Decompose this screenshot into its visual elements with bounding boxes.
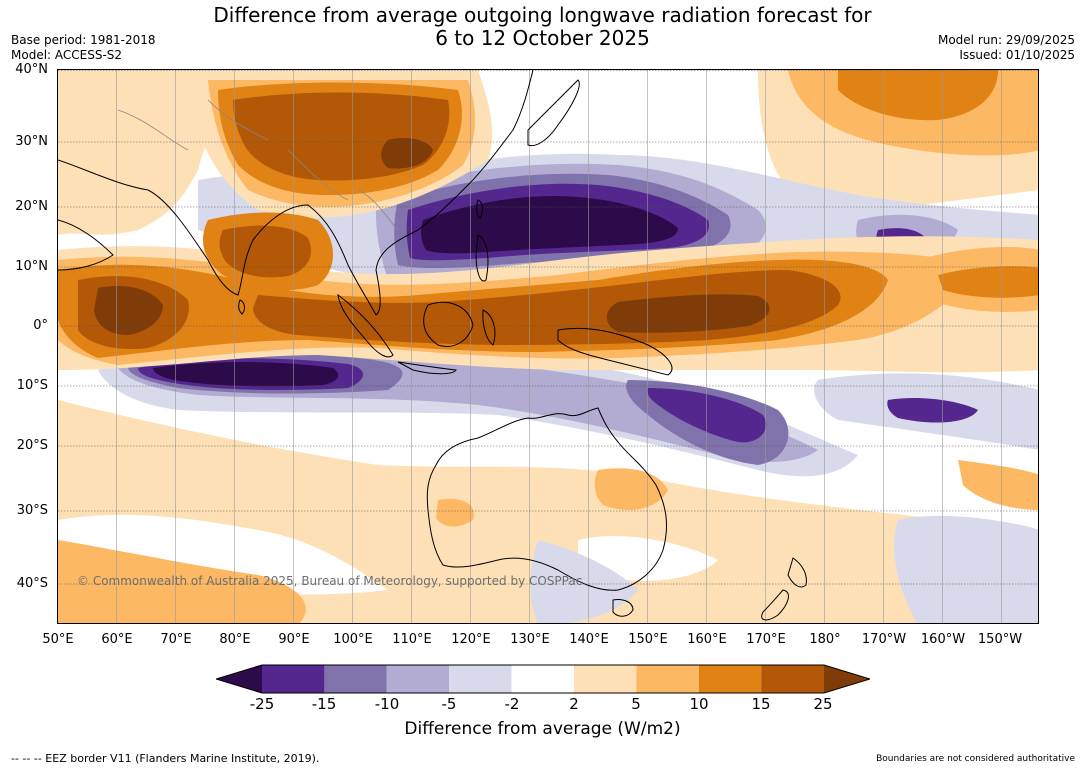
lon-label-160w: 160°W (920, 632, 966, 647)
copyright-notice: © Commonwealth of Australia 2025, Bureau… (77, 574, 583, 588)
lat-label-20s: 20°S (16, 438, 48, 453)
country-borders (117, 99, 399, 231)
lon-label-160e: 160°E (687, 632, 727, 647)
anomaly-lavender-south-east (894, 515, 1038, 623)
colorbar-segment-lt-25 (216, 665, 262, 693)
colorbar-tick-p10: 10 (689, 695, 709, 713)
colorbar-tick-p15: 15 (751, 695, 771, 713)
colorbar-tick-p25: 25 (813, 695, 833, 713)
colorbar-segment-gt25 (824, 665, 870, 693)
colorbar-segment-p10-p15 (698, 665, 762, 693)
lon-label-80e: 80°E (219, 632, 251, 647)
meta-left: Base period: 1981-2018 Model: ACCESS-S2 (11, 33, 156, 63)
colorbar-tick-p2: 2 (569, 695, 579, 713)
lat-label-40s: 40°S (16, 576, 48, 591)
anomaly-orange-aus (594, 468, 668, 510)
map-panel (57, 69, 1039, 624)
lon-label-110e: 110°E (392, 632, 432, 647)
lon-label-100e: 100°E (333, 632, 373, 647)
lat-label-20n: 20°N (15, 199, 48, 214)
colorbar-segment-p5-p10 (636, 665, 699, 693)
colorbar-tick-m2: -2 (504, 695, 520, 713)
new-guinea-coast (557, 327, 673, 376)
anomaly-darkest-brown-asia (381, 138, 433, 169)
japan-coast (527, 79, 580, 147)
lon-label-130e: 130°E (510, 632, 550, 647)
map-svg (58, 70, 1038, 623)
lon-label-180: 180° (809, 632, 841, 647)
lon-label-50e: 50°E (42, 632, 74, 647)
anomaly-orange-spac-east (958, 460, 1038, 510)
lon-label-120e: 120°E (451, 632, 491, 647)
tasmania-coast (612, 599, 634, 617)
nz-south-coast (761, 589, 789, 621)
model-name: Model: ACCESS-S2 (11, 48, 123, 62)
colorbar-segment-m10-m5 (386, 665, 450, 693)
taiwan-coast (476, 199, 483, 219)
anomaly-orange-west-aus (436, 498, 474, 527)
colorbar-segment-m2-p2 (511, 665, 574, 693)
issued-date: Issued: 01/10/2025 (959, 48, 1075, 62)
lon-label-60e: 60°E (101, 632, 133, 647)
anomaly-light-orange-nw (58, 70, 238, 235)
colorbar-tick-m25: -25 (249, 695, 275, 713)
colorbar-tick-p5: 5 (631, 695, 641, 713)
lat-label-30s: 30°S (16, 503, 48, 518)
graticule (116, 70, 1002, 623)
australia-coast (426, 407, 668, 591)
model-run: Model run: 29/09/2025 (937, 33, 1075, 47)
colorbar-label: Difference from average (W/m2) (404, 719, 681, 739)
sulawesi-coast (482, 309, 496, 346)
lon-label-150w: 150°W (977, 632, 1023, 647)
colorbar-segment-m5-m2 (449, 665, 512, 693)
arabia-coast (58, 219, 114, 271)
lon-label-90e: 90°E (278, 632, 310, 647)
colorbar-svg (214, 664, 872, 694)
colorbar-segment-p15-p25 (761, 665, 824, 693)
lon-label-170w: 170°W (861, 632, 907, 647)
anomaly-dark-orange-ne-eq (938, 266, 1038, 298)
lat-label-10s: 10°S (16, 378, 48, 393)
anomaly-brown-india (219, 225, 312, 278)
title-line-2: 6 to 12 October 2025 (435, 26, 650, 50)
asia-mainland-coast (58, 70, 534, 316)
title-line-1: Difference from average outgoing longwav… (213, 3, 872, 27)
colorbar-segment-m25-m15 (262, 665, 325, 693)
colorbar-tick-m10: -10 (374, 695, 400, 713)
footer-boundaries-note: Boundaries are not considered authoritat… (876, 754, 1075, 764)
anomaly-orange-sio (58, 540, 306, 623)
lon-label-70e: 70°E (160, 632, 192, 647)
lon-label-140e: 140°E (569, 632, 609, 647)
java-coast (397, 361, 457, 375)
anomaly-darkest-purple-npac (421, 196, 678, 254)
colorbar-segment-p2-p5 (574, 665, 637, 693)
lat-label-40n: 40°N (15, 62, 48, 77)
coastlines (58, 70, 807, 621)
sri-lanka-coast (238, 299, 245, 315)
anomaly-darkest-brown-eq (94, 285, 770, 335)
philippines-coast (475, 234, 489, 282)
lat-label-0: 0° (33, 318, 48, 333)
asia-borders (117, 99, 399, 231)
lat-label-30n: 30°N (15, 134, 48, 149)
lat-label-10n: 10°N (15, 259, 48, 274)
sumatra-coast (337, 293, 394, 358)
colorbar (214, 664, 872, 694)
anomaly-lavender-tasman (530, 540, 638, 623)
nz-north-coast (787, 557, 807, 588)
footer-eez-note: -- -- -- EEZ border V11 (Flanders Marine… (11, 752, 320, 765)
borneo-coast (423, 301, 474, 347)
colorbar-tick-m5: -5 (441, 695, 457, 713)
meta-right: Model run: 29/09/2025 Issued: 01/10/2025 (938, 33, 1075, 63)
colorbar-tick-m15: -15 (311, 695, 337, 713)
anomaly-darkest-purple-sio (153, 362, 339, 387)
anomaly-dark-orange-npac-ne (838, 70, 998, 121)
lon-label-170e: 170°E (746, 632, 786, 647)
anomaly-white-hole-south-2 (578, 536, 718, 581)
anomaly-deep-purple-spac (887, 398, 978, 423)
chart-title: Difference from average outgoing longwav… (0, 4, 1085, 50)
base-period: Base period: 1981-2018 (11, 33, 156, 47)
lon-label-150e: 150°E (628, 632, 668, 647)
colorbar-segment-m15-m10 (324, 665, 387, 693)
